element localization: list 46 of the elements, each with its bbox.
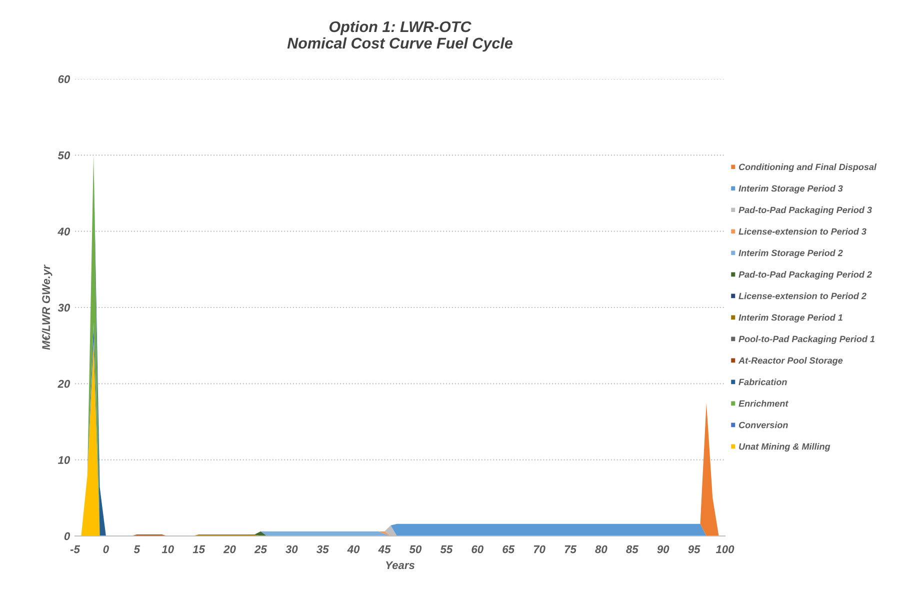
x-tick-label: 60 (472, 545, 484, 554)
x-tick-label: 90 (657, 545, 670, 554)
x-tick-label: 65 (502, 545, 515, 554)
x-tick-label: -5 (70, 545, 80, 554)
legend-label: Interim Storage Period 1 (738, 314, 842, 322)
legend-label: License-extension to Period 3 (738, 228, 866, 235)
legend-label: Conditioning and Final Disposal (738, 164, 877, 172)
x-tick-label: 75 (564, 545, 577, 554)
x-tick-label: 35 (316, 545, 329, 554)
legend-label: At-Reactor Pool Storage (738, 357, 843, 366)
x-tick-label: 20 (223, 545, 236, 554)
legend-label: Enrichment (738, 400, 789, 407)
legend-label: Conversion (738, 422, 788, 428)
x-tick-label: 30 (286, 545, 298, 554)
legend-label: Pad-to-Pad Packaging Period 2 (738, 271, 872, 280)
x-tick-label: 50 (409, 545, 422, 554)
x-tick-label: 45 (378, 545, 391, 554)
y-tick-label: 30 (58, 304, 70, 312)
x-tick-label: 85 (626, 545, 638, 554)
legend-label: Pad-to-Pad Packaging Period 3 (738, 206, 872, 215)
x-axis-title: Years (386, 561, 415, 570)
y-tick-label: 40 (58, 228, 70, 236)
x-tick-label: 0 (103, 545, 109, 554)
y-tick-label: 60 (58, 75, 70, 84)
legend-label: Interim Storage Period 2 (738, 250, 843, 258)
x-tick-label: 10 (162, 545, 174, 554)
x-tick-label: 40 (347, 545, 360, 554)
legend-label: Pool-to-Pad Packaging Period 1 (738, 336, 874, 344)
x-tick-label: 5 (134, 545, 140, 554)
y-tick-label: 20 (58, 380, 70, 388)
y-tick-label: 50 (58, 151, 70, 160)
y-tick-label: 0 (64, 532, 70, 540)
y-tick-label: 10 (58, 456, 70, 464)
y-axis-title: M€/LWR GWe.yr (42, 264, 52, 350)
legend-label: Interim Storage Period 3 (738, 185, 843, 194)
legend-label: Fabrication (738, 378, 787, 386)
x-tick-label: 80 (595, 545, 608, 554)
legend-label: Unat Mining & Milling (739, 443, 830, 452)
x-tick-label: 100 (716, 545, 734, 554)
x-tick-label: 25 (254, 545, 268, 554)
legend-label: License-extension to Period 2 (738, 292, 866, 300)
x-tick-label: 95 (688, 545, 700, 554)
chart-title: Option 1: LWR-OTC Nomical Cost Curve Fuel Cycle (287, 20, 512, 52)
x-tick-label: 55 (440, 545, 453, 554)
x-tick-label: 70 (534, 545, 546, 554)
x-tick-label: 15 (192, 545, 206, 554)
